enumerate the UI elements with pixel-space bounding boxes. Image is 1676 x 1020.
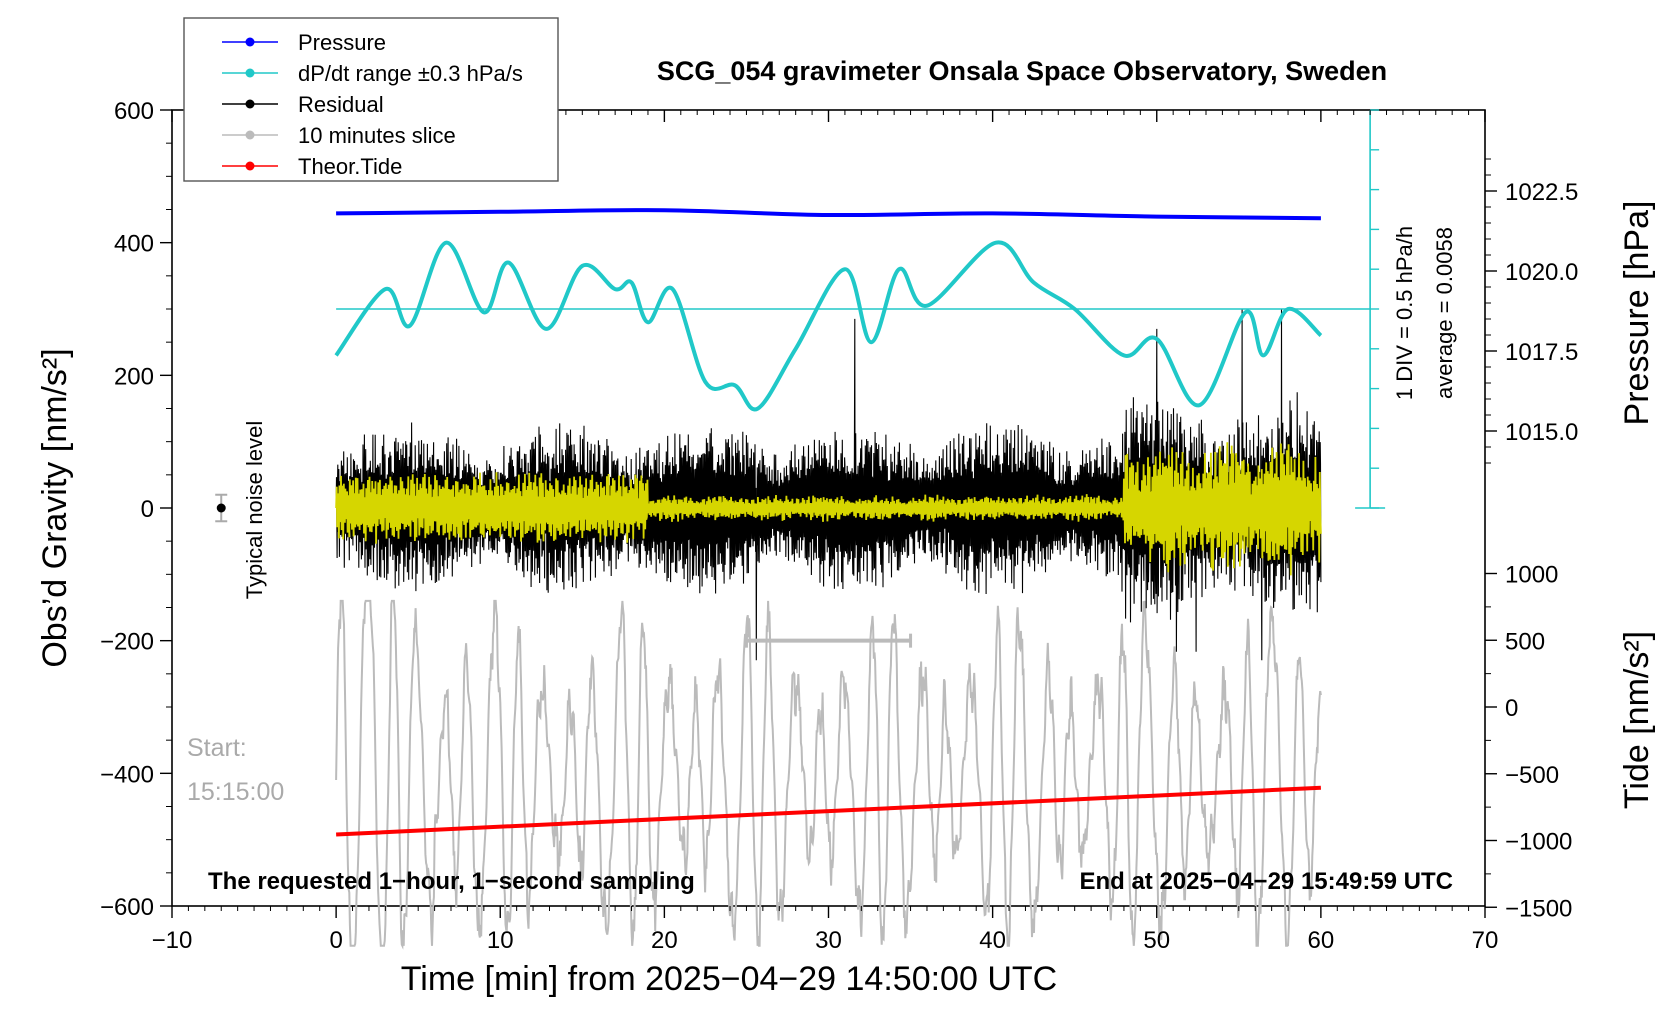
chart-title: SCG_054 gravimeter Onsala Space Observat… [657,56,1387,86]
tide-tick-label: 0 [1505,695,1518,722]
filtered-residual-line [335,442,1322,576]
tide-tick-label: −1000 [1505,829,1572,856]
x-tick-label: 30 [815,927,842,954]
pressure-line [336,208,1321,221]
start-label: Start: [187,734,247,762]
y-axis-left-title-text: Obs’d Gravity [nm/s²] [36,348,74,667]
legend-box [183,17,559,182]
y-tick-label: 0 [141,496,154,523]
x-tick-label: 50 [1143,927,1170,954]
dpdt-series [334,240,1323,412]
tide-tick-label: −1500 [1505,895,1572,922]
tide-line [336,785,1321,837]
pressure-tick-label: 1015.0 [1505,419,1578,446]
dpdt-average-label: average = 0.0058 [1432,227,1457,399]
legend-swatch-dot [245,68,255,78]
tide-tick-label: 1000 [1505,562,1558,589]
dpdt-scale-label: 1 DIV = 0.5 hPa/h [1392,226,1417,400]
legend-swatch-dot [245,37,255,47]
y-tick-label: −200 [100,629,154,656]
tide-tick-label: 500 [1505,628,1545,655]
pressure-series [336,208,1321,221]
y-tick-label: −400 [100,761,154,788]
x-tick-label: 0 [329,927,342,954]
residual-line [335,308,1322,661]
dpdt-scale [336,109,1386,509]
y-tick-label: 200 [114,363,154,390]
legend-swatch-dot [245,130,255,140]
legend-label: Pressure [298,30,386,55]
footer-left: The requested 1−hour, 1−second sampling [208,868,695,895]
slice-line [335,599,1322,950]
noise-point [216,503,226,513]
y-tick-label: 600 [114,98,154,125]
noise-level-label: Typical noise level [242,421,267,600]
y-axis-left: −600 −400 −200 0 200 400 600 [100,98,172,921]
x-tick-label: 10 [487,927,514,954]
x-axis-title: Time [min] from 2025−04−29 14:50:00 UTC [401,960,1057,998]
y-tick-label: 400 [114,231,154,258]
noise-level-marker [215,493,228,523]
slice-window-marker [744,633,913,648]
legend-label: Theor.Tide [298,154,402,179]
filtered-residual-series [335,442,1322,576]
x-tick-label: 60 [1308,927,1335,954]
start-time: 15:15:00 [187,778,284,806]
legend-swatch-dot [245,99,255,109]
x-axis: −10 0 10 20 30 40 50 60 70 [152,110,1499,954]
tide-tick-label: −500 [1505,762,1559,789]
tide-series [336,785,1321,837]
y-axis-pressure: 1015.0 1017.5 1020.0 1022.5 [1485,158,1578,464]
x-tick-label: 20 [651,927,678,954]
y-axis-tide: −1500 −1000 −500 0 500 1000 [1485,562,1572,922]
pressure-tick-label: 1020.0 [1505,259,1578,286]
legend-label: dP/dt range ±0.3 hPa/s [298,61,523,86]
legend-label: Residual [298,92,384,117]
pressure-tick-label: 1022.5 [1505,179,1578,206]
pressure-tick-label: 1017.5 [1505,339,1578,366]
legend: Pressure dP/dt range ±0.3 hPa/s Residual 10… [183,17,559,182]
residual-series [335,308,1322,661]
pressure-axis-title: Pressure [hPa] [1618,201,1656,426]
legend-label: 10 minutes slice [298,123,456,148]
footer-right: End at 2025−04−29 15:49:59 UTC [1079,868,1453,895]
dpdt-line [334,240,1323,412]
y-tick-label: −600 [100,894,154,921]
x-tick-label: 40 [979,927,1006,954]
x-tick-label: 70 [1472,927,1499,954]
slice-series [335,599,1322,950]
tide-axis-title: Tide [nm/s²] [1618,631,1656,809]
y-axis-left-title: Obs’d Gravity [nm/s²] [36,348,74,667]
x-tick-label: −10 [152,927,193,954]
legend-swatch-dot [245,161,255,171]
